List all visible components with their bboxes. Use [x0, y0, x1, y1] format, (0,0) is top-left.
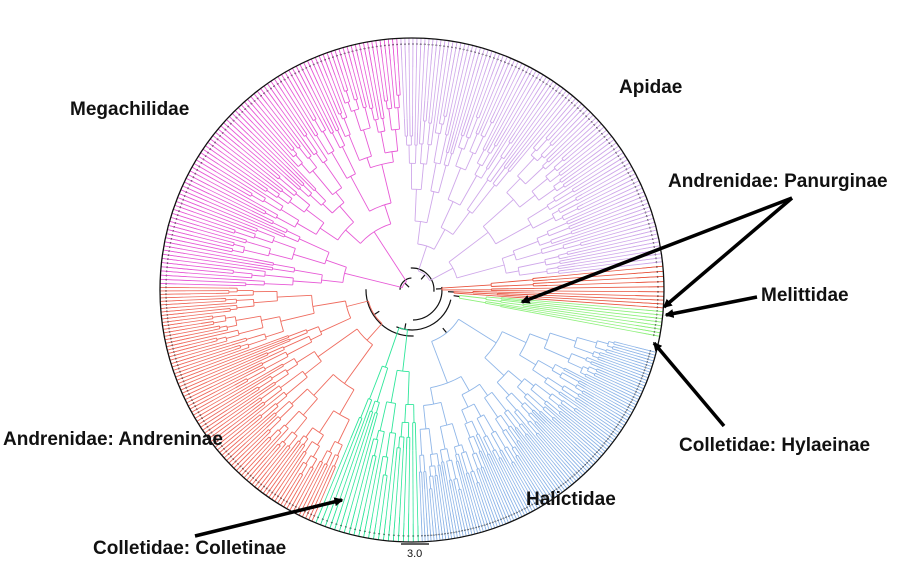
arrow-hylaeinae: [652, 341, 726, 428]
label-colletidae-colletinae: Colletidae: Colletinae: [93, 538, 286, 559]
circular-phylogenetic-tree: [159, 37, 665, 543]
arrow-melittidae: [664, 295, 758, 318]
label-andrenidae-panurginae: Andrenidae: Panurginae: [668, 171, 888, 192]
scale-bar-label: 3.0: [407, 548, 422, 560]
label-apidae: Apidae: [619, 77, 682, 98]
label-megachilidae: Megachilidae: [70, 99, 189, 120]
arrow-panurginae-rim: [662, 196, 794, 309]
arrow-panurginae-inner: [520, 196, 793, 304]
label-melittidae: Melittidae: [761, 285, 849, 306]
label-andrenidae-andreninae: Andrenidae: Andreninae: [3, 429, 223, 450]
label-colletidae-hylaeinae: Colletidae: Hylaeinae: [679, 435, 870, 456]
arrow-colletinae: [194, 497, 344, 538]
label-halictidae: Halictidae: [526, 489, 616, 510]
